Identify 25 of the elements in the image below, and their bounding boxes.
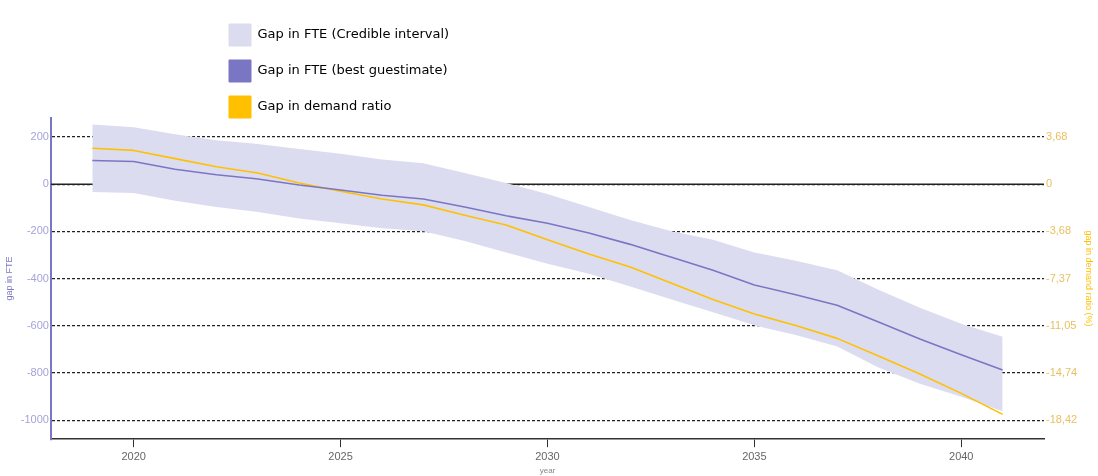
y-tick-label: 200: [30, 129, 49, 142]
y2-tick-label: -3,68: [1046, 224, 1072, 237]
x-tick-label: 2040: [949, 449, 974, 462]
x-axis-title: year: [539, 466, 556, 476]
y2-axis-title: gap in demand ratio (%): [1084, 230, 1095, 327]
x-tick-label: 2025: [328, 449, 353, 462]
y2-tick-label: -14,74: [1046, 366, 1078, 379]
x-tick-label: 2035: [742, 449, 767, 462]
legend-label: Gap in FTE (best guestimate): [257, 62, 448, 78]
x-tick-label: 2030: [535, 449, 560, 462]
y2-tick-label: -7,37: [1046, 271, 1072, 284]
legend-label: Gap in demand ratio: [257, 98, 392, 114]
x-tick-label: 2020: [121, 449, 146, 462]
y2-tick-label: -18,42: [1046, 413, 1078, 426]
y2-tick-label: -11,05: [1046, 318, 1077, 331]
y-tick-label: -800: [26, 366, 49, 379]
y-axis-title: gap in FTE: [3, 256, 14, 301]
y-tick-label: -600: [26, 318, 49, 331]
y-tick-label: -400: [26, 271, 49, 284]
y2-tick-label: 3,68: [1046, 129, 1068, 142]
y-tick-label: -200: [26, 224, 49, 237]
y-tick-label: -1000: [20, 413, 49, 426]
y2-tick-label: 0: [1046, 177, 1053, 190]
y-tick-label: 0: [42, 177, 49, 190]
legend-label: Gap in FTE (Credible interval): [257, 26, 450, 42]
